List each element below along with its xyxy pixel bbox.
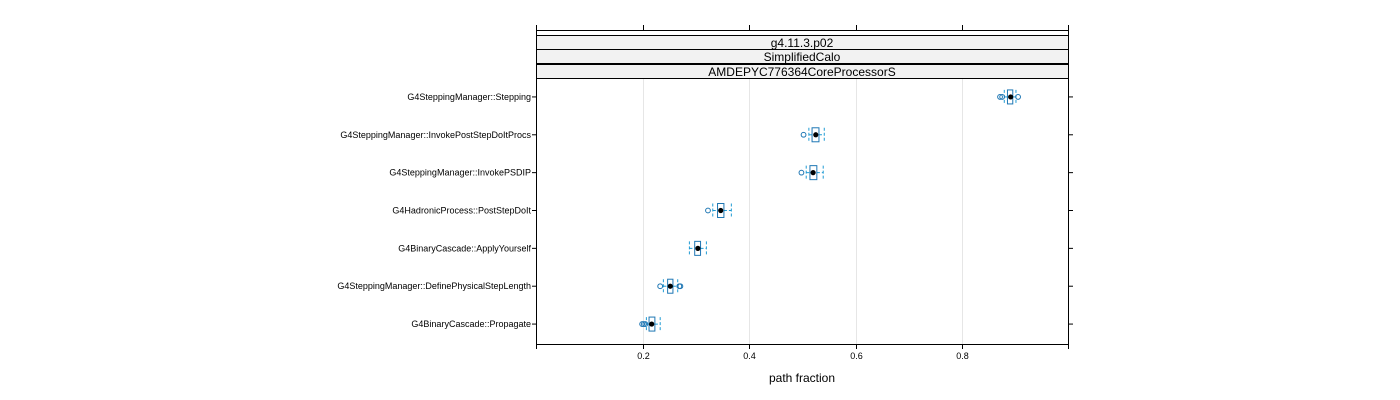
box-0 [997,89,1021,105]
category-label: G4BinaryCascade::ApplyYourself [398,243,531,253]
category-labels: G4SteppingManager::SteppingG4SteppingMan… [337,92,531,329]
box-3 [705,203,732,218]
outlier-point [997,94,1003,100]
outlier-point [798,169,805,176]
x-tick-label: 0.8 [956,351,969,361]
outlier-point [705,207,711,214]
category-label: G4SteppingManager::DefinePhysicalStepLen… [337,281,531,291]
strip-2-label: SimplifiedCalo [764,50,841,64]
median-dot [649,321,655,327]
outlier-point [800,131,807,138]
outlier-point [1015,94,1021,100]
median-dot [667,283,673,289]
strip-1-label: g4.11.3.p02 [771,36,834,50]
outlier-point [642,321,649,327]
x-axis-title: path fraction [769,371,835,385]
median-dot [1008,94,1014,100]
grid-layer [643,79,963,344]
strip-3-label: AMDEPYC776364CoreProcessorS [708,65,895,79]
median-dot [810,170,816,176]
median-dot [718,207,724,214]
strip-2-bg [536,49,1069,64]
category-label: G4SteppingManager::Stepping [407,92,531,102]
category-label: G4BinaryCascade::Propagate [411,319,531,329]
x-tick-label: 0.2 [637,351,650,361]
outlier-point [999,94,1006,100]
outlier-point [657,283,664,290]
category-label: G4SteppingManager::InvokePostStepDoItPro… [340,130,531,140]
box-1 [800,127,825,143]
strip-1: g4.11.3.p02 [536,35,1069,50]
median-dot [695,245,701,251]
box-6 [639,316,661,332]
x-tick-label: 0.6 [850,351,863,361]
strip-3-bg [536,64,1069,79]
box-5 [657,278,684,294]
box-2 [798,165,824,181]
median-dot [813,132,819,138]
outlier-point [677,283,684,290]
strip-2: SimplifiedCalo [536,49,1069,64]
box-layer [639,89,1021,332]
strip-3: AMDEPYC776364CoreProcessorS [536,64,1069,79]
x-tick-label: 0.4 [743,351,756,361]
category-label: G4HadronicProcess::PostStepDoIt [392,206,531,216]
category-label: G4SteppingManager::InvokePSDIP [389,168,531,178]
x-axis-ticks: 0.2 0.4 0.6 0.8 [532,25,1073,361]
plot-frame [536,30,1069,345]
box-4 [688,240,707,256]
